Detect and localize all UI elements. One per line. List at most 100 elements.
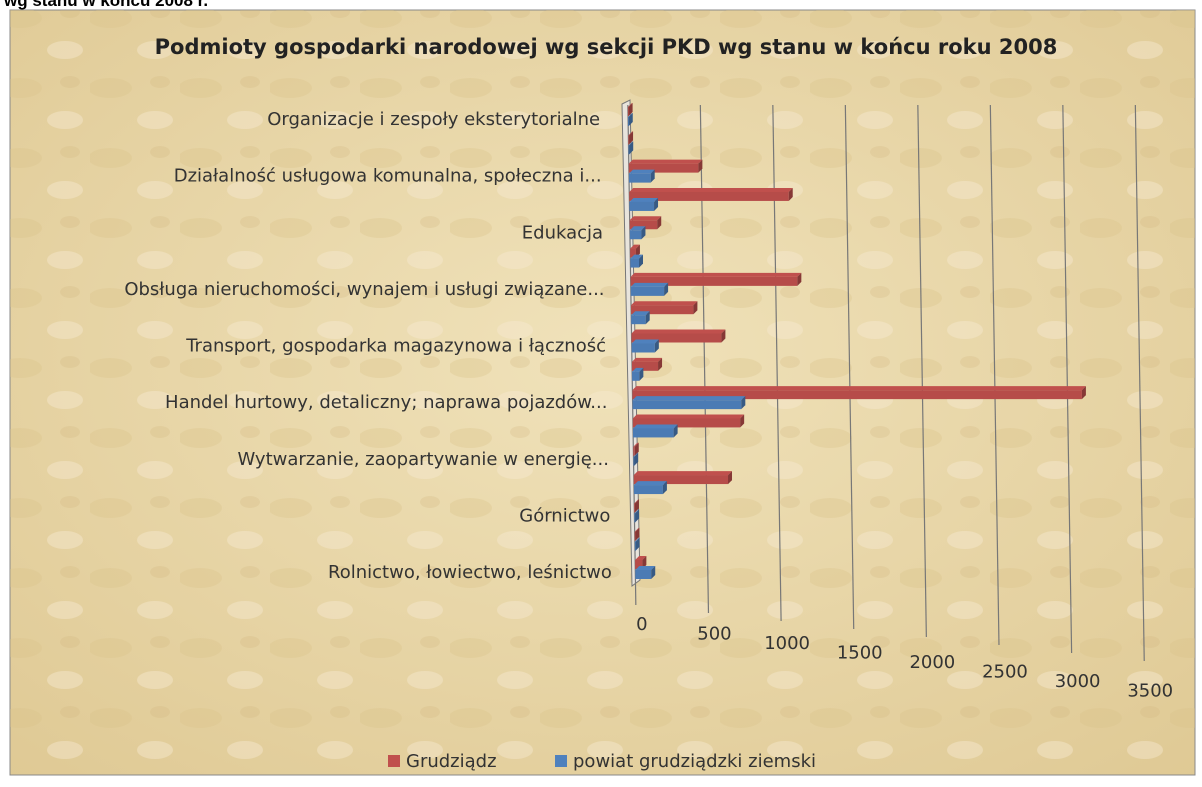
bar-end xyxy=(628,113,633,126)
bar-front xyxy=(632,418,741,428)
bar xyxy=(633,424,678,438)
bar-top xyxy=(629,187,793,192)
bar-top xyxy=(630,254,643,259)
bar-end xyxy=(634,452,639,466)
bar-front xyxy=(633,475,729,485)
bar xyxy=(629,187,793,201)
bar-top xyxy=(634,537,640,542)
bar-front xyxy=(631,305,694,315)
back-wall xyxy=(621,99,641,587)
bar-end xyxy=(654,197,659,211)
bar-end xyxy=(635,527,640,541)
bar xyxy=(628,169,655,183)
bar xyxy=(631,329,726,343)
chart-title: Podmioty gospodarki narodowej wg sekcji … xyxy=(155,35,1058,59)
bar-top xyxy=(628,159,703,164)
grid-line xyxy=(1134,104,1145,662)
bar-end xyxy=(721,329,726,343)
bar-end xyxy=(629,141,634,155)
bar-top xyxy=(635,566,656,570)
bar-end xyxy=(741,396,746,410)
bar-front xyxy=(631,315,646,325)
bar-top xyxy=(632,367,644,372)
bar-top xyxy=(634,509,640,514)
bar xyxy=(634,499,639,513)
bar xyxy=(631,311,650,325)
bar-end xyxy=(657,216,662,230)
bar-top xyxy=(633,424,678,429)
bar-end xyxy=(673,424,678,438)
bar-top xyxy=(631,339,659,344)
bar xyxy=(630,272,802,286)
bar-end xyxy=(658,357,663,371)
bar-front xyxy=(633,456,635,466)
bar-end xyxy=(642,556,647,569)
bar-end xyxy=(634,442,639,456)
bar xyxy=(631,357,663,371)
page-heading: wg stanu w końcu 2008 r. xyxy=(4,0,209,10)
bar xyxy=(630,244,640,258)
bar-top xyxy=(628,113,633,117)
bar-end xyxy=(698,159,703,173)
grid-line xyxy=(844,104,855,630)
bar-end xyxy=(628,103,633,116)
bar-top xyxy=(631,301,698,306)
bar-front xyxy=(634,513,636,523)
bar-end xyxy=(638,254,643,268)
y-tick-label: Rolnictwo, łowiectwo, leśnictwo xyxy=(328,562,612,583)
bar xyxy=(632,367,644,381)
bar-top xyxy=(633,452,639,457)
bar xyxy=(628,141,634,155)
bar-front xyxy=(630,248,636,258)
bar xyxy=(630,282,669,296)
bar-front xyxy=(630,276,798,286)
bar-front xyxy=(630,286,665,296)
bar-top xyxy=(628,131,634,136)
grid-line xyxy=(989,104,1000,646)
bar xyxy=(629,216,662,230)
bar-end xyxy=(693,301,698,315)
bar xyxy=(632,396,746,410)
x-tick-label: 3000 xyxy=(1055,671,1101,692)
bar xyxy=(630,254,643,268)
bar-top xyxy=(634,499,639,504)
bar xyxy=(633,481,667,495)
bar-front xyxy=(627,107,629,116)
bar-front xyxy=(633,485,663,495)
bar xyxy=(633,442,639,456)
bar-end xyxy=(639,367,644,381)
bar-front xyxy=(628,135,630,145)
bar-top xyxy=(634,527,640,532)
bar xyxy=(632,414,745,428)
bar-end xyxy=(1081,386,1086,400)
bar-top xyxy=(633,442,639,447)
bar-top xyxy=(630,272,802,277)
bar-top xyxy=(635,556,647,560)
bar-front xyxy=(628,173,651,183)
y-tick-label: Edukacja xyxy=(522,222,603,243)
bar xyxy=(629,226,646,240)
x-tick-label: 2500 xyxy=(982,662,1028,683)
x-tick-label: 2000 xyxy=(909,652,955,673)
bar-end xyxy=(728,471,733,485)
bar-top xyxy=(629,216,662,221)
bar-end xyxy=(645,311,650,325)
bar-top xyxy=(633,481,667,486)
bar-top xyxy=(630,244,640,249)
x-tick-label: 0 xyxy=(636,614,647,635)
bar-end xyxy=(662,481,667,495)
bar-end xyxy=(740,414,745,428)
y-tick-label: Wytwarzanie, zaopartywanie w energię... xyxy=(237,449,609,470)
bar xyxy=(627,103,633,116)
bar-front xyxy=(634,503,636,513)
y-tick-label: Górnictwo xyxy=(519,505,610,526)
bar-front xyxy=(630,258,639,268)
bar xyxy=(635,556,647,569)
bar xyxy=(635,566,656,579)
bar-end xyxy=(654,339,659,353)
bar-end xyxy=(635,244,640,258)
bar-end xyxy=(634,499,639,513)
bar xyxy=(634,509,640,523)
bar xyxy=(634,537,640,551)
